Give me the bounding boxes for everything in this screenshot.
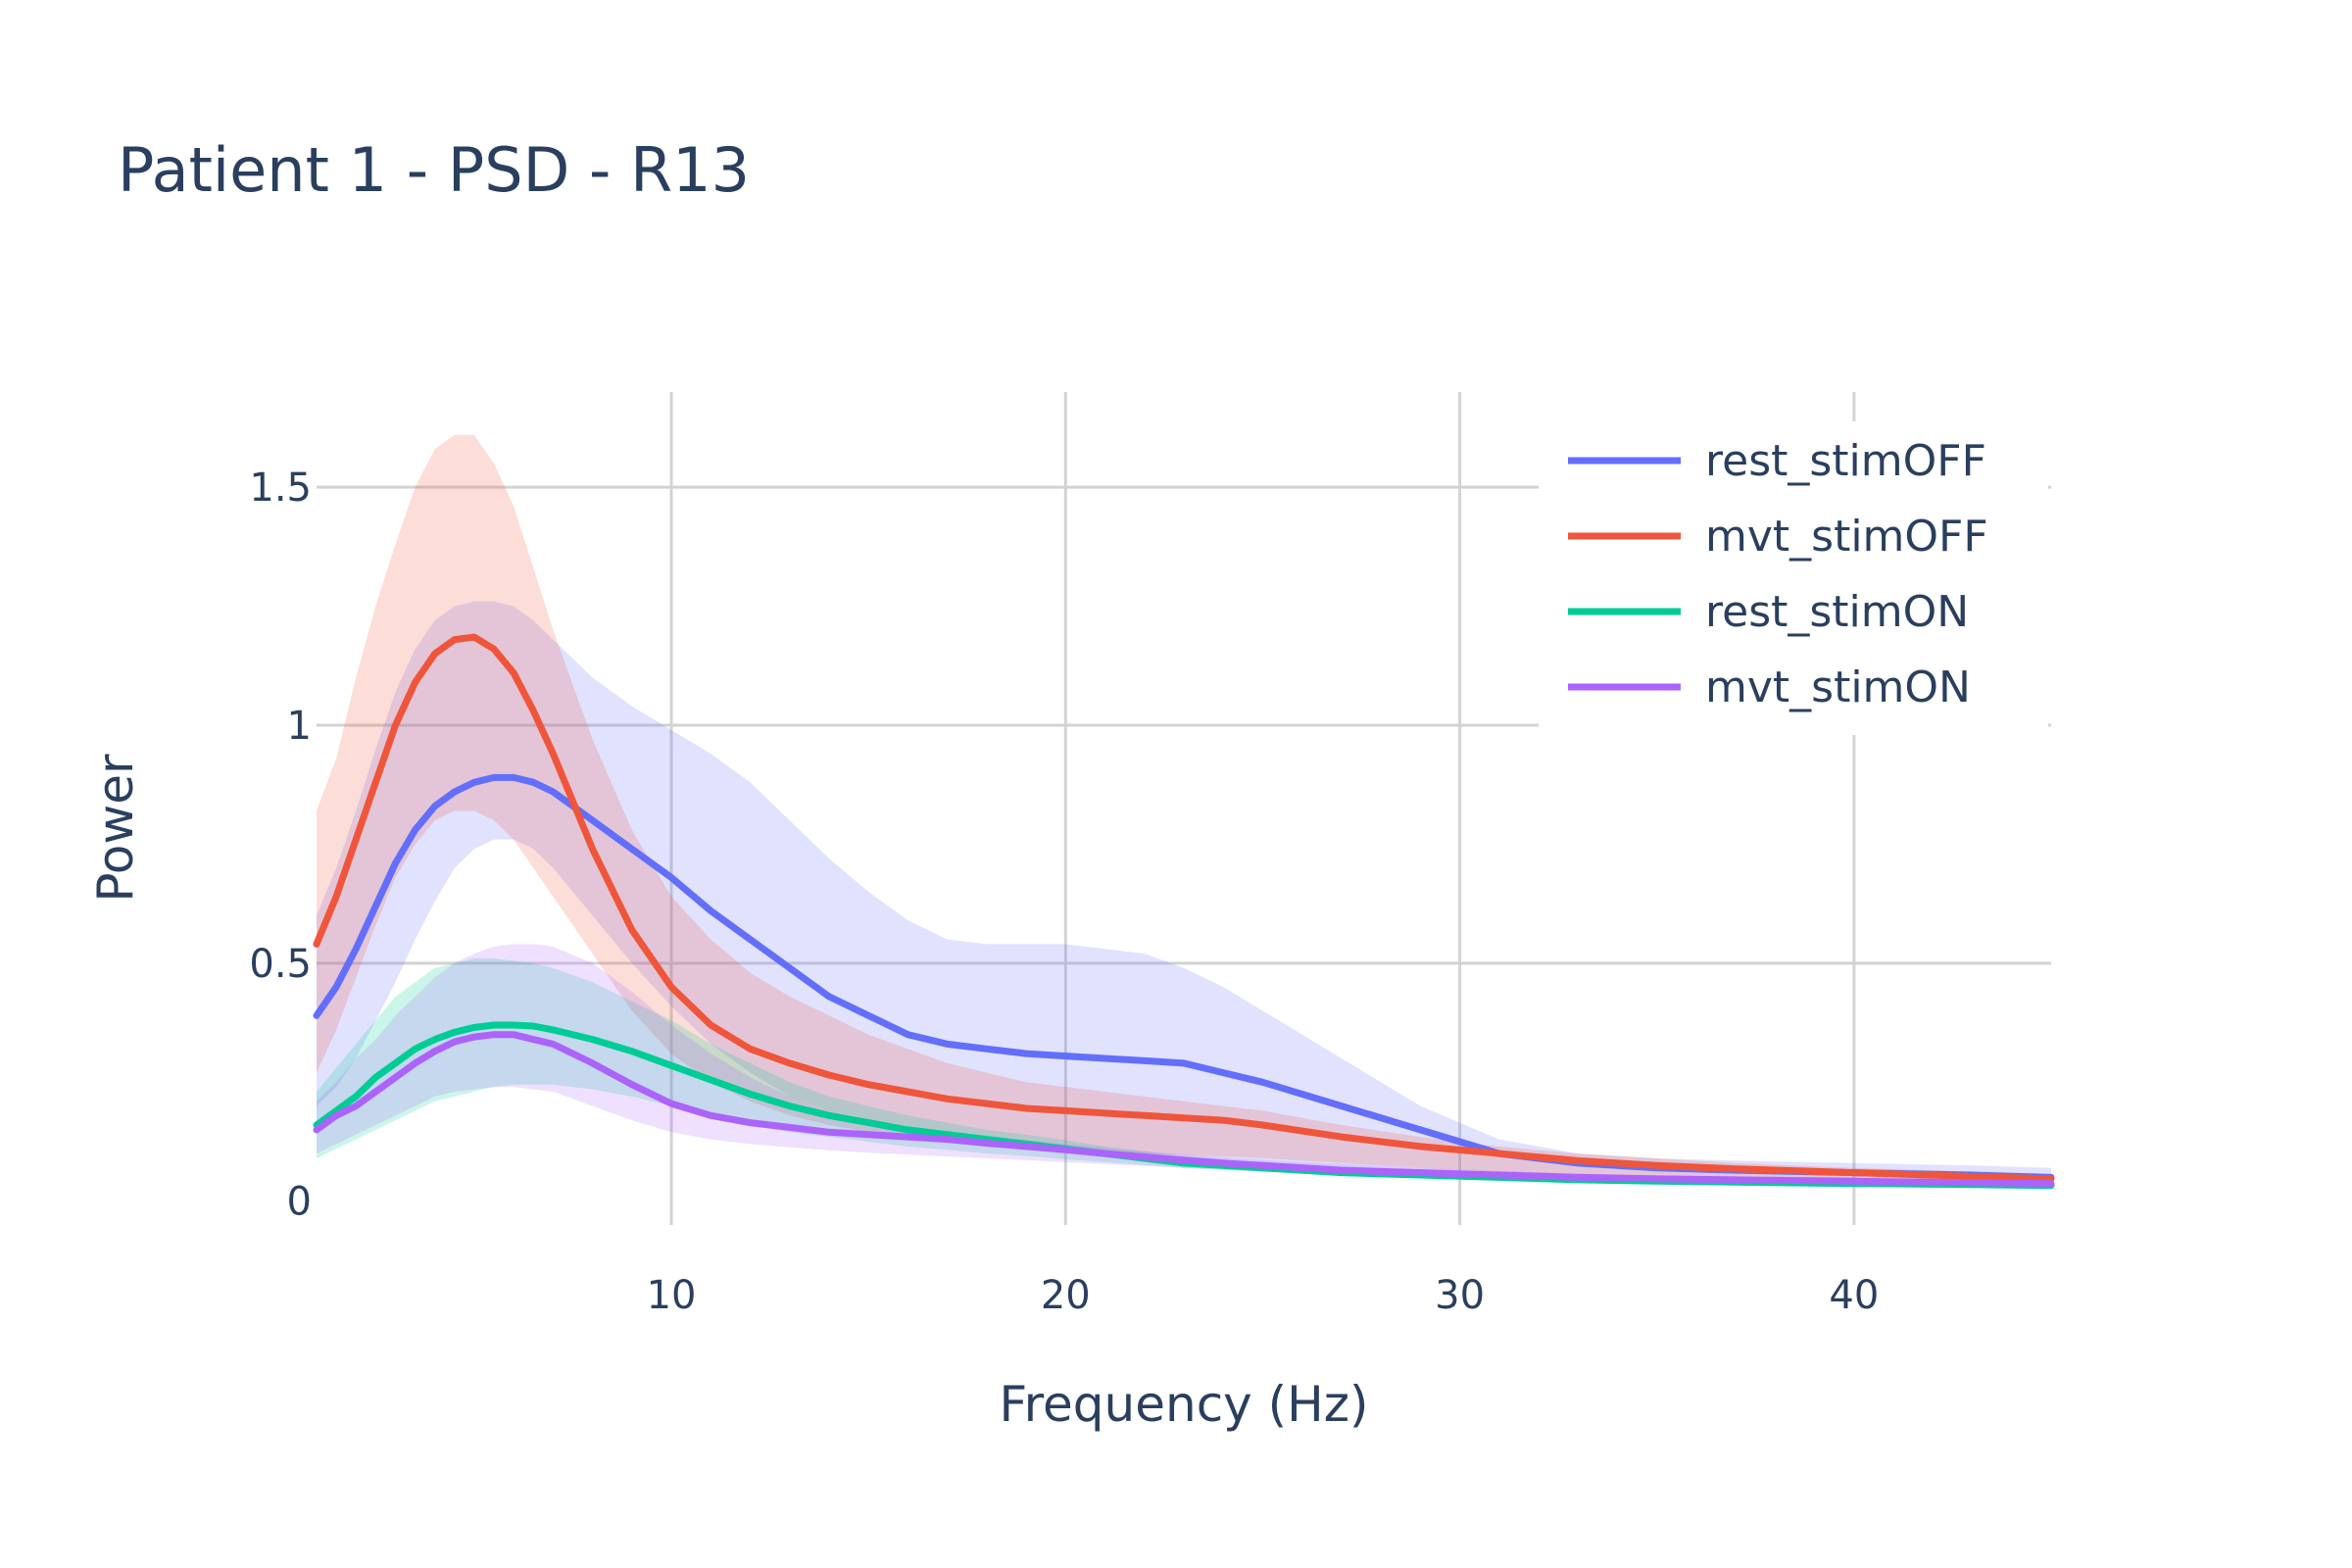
chart-title: Patient 1 - PSD - R13	[118, 134, 750, 206]
y-tick-label: 1.5	[249, 466, 312, 511]
band-rest_stimON	[317, 958, 2051, 1189]
line-mvt_stimON[interactable]	[313, 1031, 2055, 1188]
legend-item-mvt_stimOFF[interactable]: mvt_stimOFF	[1568, 512, 1988, 562]
x-tick-label: 30	[1435, 1273, 1485, 1318]
x-tick-label: 20	[1041, 1273, 1091, 1318]
legend-label: rest_stimOFF	[1705, 436, 1986, 486]
y-tick-label: 0.5	[249, 942, 312, 987]
legend-item-rest_stimON[interactable]: rest_stimON	[1568, 587, 1969, 637]
line-rest_stimOFF[interactable]	[313, 773, 2055, 1181]
tick-labels: 10 20 30 40 0 0.5 1 1.5	[249, 466, 1879, 1318]
line-mvt_stimOFF[interactable]	[313, 633, 2055, 1183]
band-rest_stimOFF	[317, 601, 2051, 1188]
y-axis-title: Power	[87, 754, 144, 903]
x-tick-label: 40	[1829, 1273, 1879, 1318]
x-tick-label: 10	[647, 1273, 697, 1318]
legend-label: mvt_stimOFF	[1705, 512, 1988, 562]
legend-label: rest_stimON	[1705, 587, 1969, 637]
series-lines	[313, 633, 2055, 1190]
legend[interactable]: rest_stimOFF mvt_stimOFF rest_stimON mvt_st…	[1539, 421, 2048, 735]
legend-background	[1539, 421, 2048, 735]
y-tick-label: 1	[287, 704, 312, 749]
y-tick-label: 0	[287, 1180, 312, 1225]
legend-item-mvt_stimON[interactable]: mvt_stimON	[1568, 662, 1971, 712]
band-mvt_stimOFF	[317, 434, 2051, 1185]
x-axis-title: Frequency (Hz)	[999, 1376, 1368, 1433]
legend-item-rest_stimOFF[interactable]: rest_stimOFF	[1568, 436, 1986, 486]
legend-label: mvt_stimON	[1705, 662, 1971, 712]
